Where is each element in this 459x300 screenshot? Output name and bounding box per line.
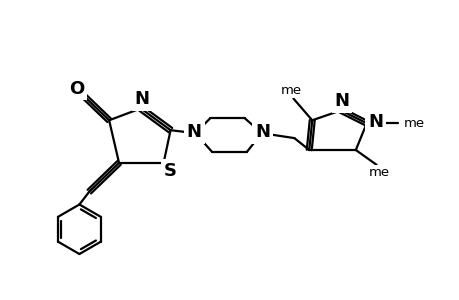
Text: N: N <box>186 123 202 141</box>
Text: N: N <box>367 113 382 131</box>
Text: N: N <box>255 123 269 141</box>
Text: S: S <box>164 162 177 180</box>
Text: me: me <box>368 166 389 179</box>
Text: O: O <box>69 80 84 98</box>
Text: me: me <box>403 117 424 130</box>
Text: N: N <box>334 92 349 110</box>
Text: me: me <box>280 84 301 97</box>
Text: N: N <box>134 91 149 109</box>
